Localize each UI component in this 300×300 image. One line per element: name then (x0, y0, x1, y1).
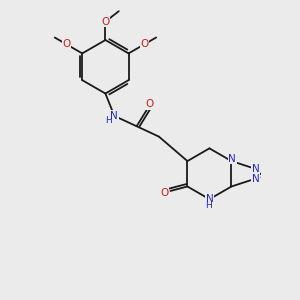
Text: O: O (140, 39, 149, 49)
Text: N: N (206, 194, 213, 204)
Text: O: O (101, 16, 110, 27)
Text: N: N (110, 111, 118, 121)
Text: H: H (106, 116, 112, 125)
Text: H: H (205, 201, 211, 210)
Text: N: N (229, 154, 236, 164)
Text: N: N (252, 174, 260, 184)
Text: O: O (146, 99, 154, 109)
Text: O: O (160, 188, 169, 198)
Text: O: O (62, 39, 70, 49)
Text: N: N (252, 164, 260, 174)
